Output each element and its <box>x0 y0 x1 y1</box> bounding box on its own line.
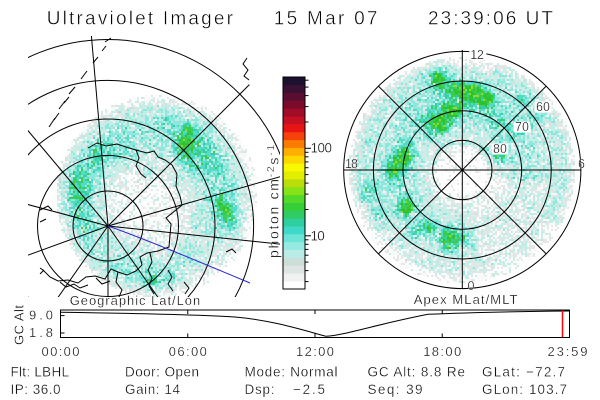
svg-text:15 Mar 07: 15 Mar 07 <box>274 9 378 30</box>
svg-text:60: 60 <box>536 100 550 114</box>
svg-text:GC Alt: GC Alt <box>12 305 27 345</box>
svg-text:IP: 36.0: IP: 36.0 <box>11 382 61 397</box>
svg-text:6: 6 <box>578 157 585 171</box>
svg-text:Door: Open: Door: Open <box>125 365 199 380</box>
svg-text:1.8: 1.8 <box>29 325 53 340</box>
svg-text:Geographic Lat/Lon: Geographic Lat/Lon <box>70 293 201 308</box>
svg-text:70: 70 <box>515 120 529 134</box>
svg-text:GLon: 103.7: GLon: 103.7 <box>482 382 567 397</box>
svg-text:Flt: LBHL: Flt: LBHL <box>11 365 70 380</box>
svg-text:GC Alt: 8.8 Re: GC Alt: 8.8 Re <box>368 365 466 380</box>
svg-text:Gain: 14: Gain: 14 <box>125 382 180 397</box>
svg-text:06:00: 06:00 <box>169 344 207 359</box>
svg-text:23:59: 23:59 <box>548 344 588 359</box>
svg-text:12: 12 <box>470 48 484 62</box>
svg-text:18: 18 <box>345 157 358 171</box>
svg-text:−2.5: −2.5 <box>293 382 325 397</box>
svg-text:0: 0 <box>468 279 475 293</box>
svg-text:Mode: Normal: Mode: Normal <box>245 365 338 380</box>
svg-text:10: 10 <box>311 228 325 243</box>
svg-text:Dsp:: Dsp: <box>245 382 275 397</box>
svg-text:00:00: 00:00 <box>42 344 80 359</box>
svg-text:Apex MLat/MLT: Apex MLat/MLT <box>414 292 518 307</box>
svg-text:80: 80 <box>493 142 507 156</box>
svg-text:23:39:06 UT: 23:39:06 UT <box>428 9 553 30</box>
svg-text:12:00: 12:00 <box>296 344 334 359</box>
svg-text:18:00: 18:00 <box>423 344 461 359</box>
svg-text:100: 100 <box>311 141 333 156</box>
svg-text:Seq: 39: Seq: 39 <box>368 382 423 397</box>
svg-text:photon cm-2s-1: photon cm-2s-1 <box>265 143 282 258</box>
svg-text:GLat: −72.7: GLat: −72.7 <box>482 365 565 380</box>
svg-text:9.0: 9.0 <box>29 308 53 323</box>
